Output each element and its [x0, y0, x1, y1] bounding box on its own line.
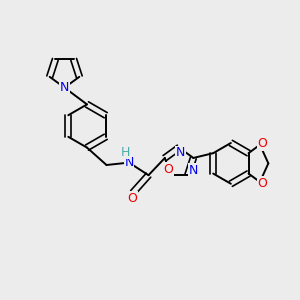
Text: N: N: [189, 164, 198, 177]
Text: N: N: [60, 81, 69, 94]
Text: O: O: [164, 163, 173, 176]
Text: N: N: [124, 156, 134, 169]
Text: H: H: [121, 146, 130, 159]
Text: O: O: [257, 177, 267, 190]
Text: N: N: [176, 146, 186, 160]
Text: O: O: [128, 191, 137, 205]
Text: O: O: [257, 137, 267, 150]
